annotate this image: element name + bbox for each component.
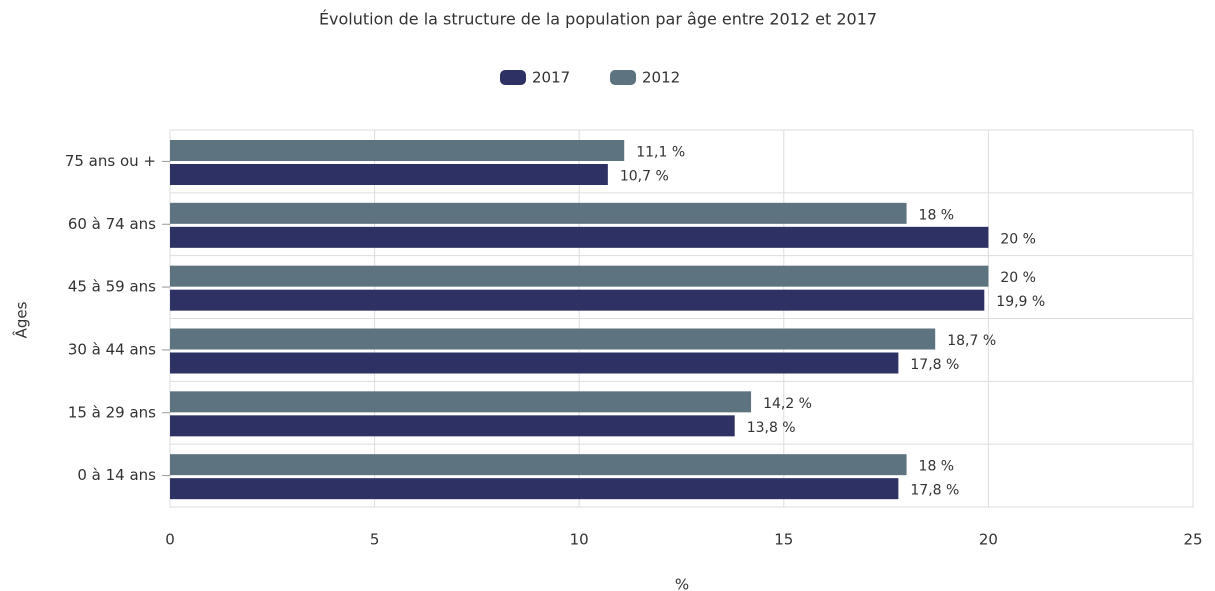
bar — [170, 352, 899, 374]
value-label: 20 % — [1000, 231, 1036, 247]
value-label: 14,2 % — [763, 396, 812, 412]
y-tick-label: 30 à 44 ans — [68, 340, 156, 358]
bar — [170, 202, 907, 224]
y-tick-label: 0 à 14 ans — [77, 466, 156, 484]
bar — [170, 391, 752, 413]
y-tick-label: 15 à 29 ans — [68, 403, 156, 421]
chart-title: Évolution de la structure de la populati… — [319, 10, 877, 29]
legend-label: 2017 — [532, 69, 570, 87]
legend-swatch — [500, 70, 526, 85]
value-label: 20 % — [1000, 270, 1036, 286]
value-label: 10,7 % — [620, 169, 669, 185]
value-label: 18 % — [919, 207, 955, 223]
bar — [170, 415, 735, 437]
value-label: 13,8 % — [747, 420, 796, 436]
bar — [170, 328, 936, 350]
y-axis-label: Âges — [12, 301, 31, 338]
y-tick-label: 45 à 59 ans — [68, 278, 156, 296]
x-tick-label: 0 — [165, 531, 175, 549]
y-tick-label: 60 à 74 ans — [68, 215, 156, 233]
value-label: 18,7 % — [947, 333, 996, 349]
legend-label: 2012 — [642, 69, 680, 87]
x-tick-label: 15 — [774, 531, 793, 549]
x-axis-label: % — [675, 576, 689, 591]
x-tick-label: 25 — [1183, 531, 1202, 549]
value-label: 18 % — [919, 459, 955, 475]
value-label: 17,8 % — [910, 357, 959, 373]
bar — [170, 289, 985, 311]
bar — [170, 140, 625, 161]
x-tick-label: 10 — [570, 531, 589, 549]
bar — [170, 265, 989, 287]
y-tick-label: 75 ans ou + — [65, 152, 156, 170]
bar — [170, 454, 907, 476]
value-label: 19,9 % — [996, 294, 1045, 310]
bar — [170, 226, 989, 248]
value-label: 11,1 % — [636, 145, 685, 161]
bar — [170, 164, 608, 185]
x-tick-label: 5 — [370, 531, 380, 549]
value-label: 17,8 % — [910, 483, 959, 499]
x-tick-label: 20 — [979, 531, 998, 549]
bar — [170, 478, 899, 500]
legend-swatch — [610, 70, 636, 85]
